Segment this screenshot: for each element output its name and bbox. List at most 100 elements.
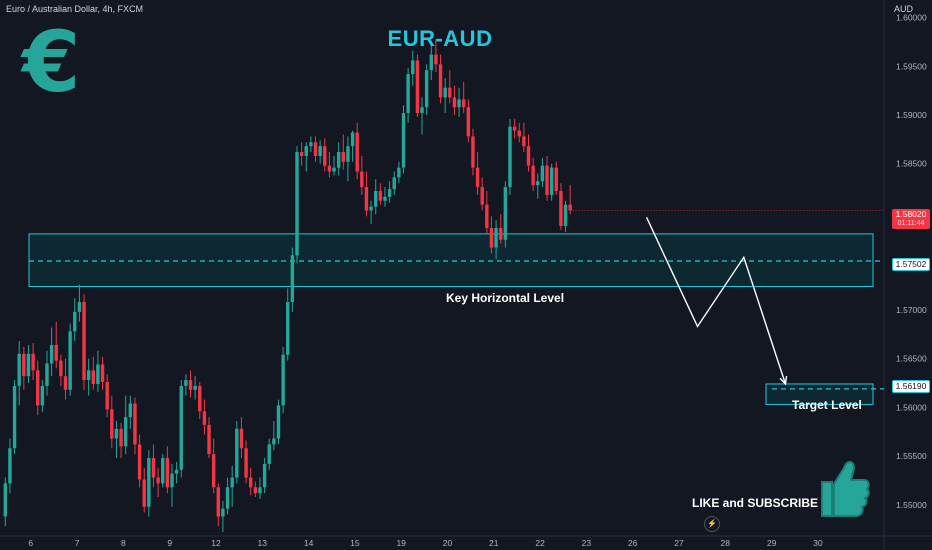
candle-body [128,403,133,418]
candle-body [457,99,461,108]
candle-body [12,385,17,449]
price-tick-label: 1.59000 [896,110,927,120]
candle-body [364,187,369,211]
candle-body [68,331,72,390]
candle-body [392,177,396,190]
candle-body [123,417,128,447]
chart-title: EUR-AUD [387,26,493,51]
candle-body [142,479,146,507]
candle-body [299,152,304,156]
candle-body [225,487,230,509]
candle-body [272,438,276,445]
candle-body [434,54,438,65]
currency-label: AUD [894,4,914,14]
candle-body [508,126,512,188]
candle-body [281,354,285,406]
time-tick-label: 23 [582,538,592,548]
time-tick-label: 22 [535,538,545,548]
candle-body [313,142,318,156]
time-tick-label: 15 [350,538,360,548]
candle-body [165,458,170,488]
candle-body [452,97,457,108]
time-tick-label: 26 [628,538,638,548]
symbol-label[interactable]: Euro / Australian Dollar, 4h, FXCM [6,4,144,14]
candle-body [369,206,373,211]
candle-body [503,187,508,240]
candle-body [49,344,54,364]
candle-body [133,403,137,445]
candle-body [489,228,494,248]
current-price-tag: 1.58020 01:11:44 [892,209,930,229]
candle-body [8,448,12,484]
candle-body [77,302,82,312]
candle-body [461,99,466,108]
candle-body [110,409,114,439]
candle-body [429,54,433,71]
candle-body [475,167,480,188]
candle-body [355,132,359,172]
lightning-icon[interactable]: ⚡ [704,516,720,532]
time-tick-label: 12 [211,538,221,548]
candle-body [54,344,58,361]
candle-body [383,196,387,201]
candle-body [31,353,35,371]
candle-body [346,146,350,162]
candle-body [480,187,484,205]
target-level-price-tag: 1.56190 [892,380,930,393]
candle-body [563,204,568,227]
candle-body [323,146,327,166]
candle-body [494,228,498,248]
candle-body [73,311,77,332]
time-tick-label: 7 [75,538,80,548]
candle-body [512,126,517,131]
candle-body [119,428,123,447]
candle-body [105,382,109,410]
time-tick-label: 20 [443,538,453,548]
candle-body [540,165,545,182]
candle-body [286,302,290,355]
price-tick-label: 1.60000 [896,13,927,23]
candle-body [531,165,535,186]
candle-body [184,380,188,386]
time-tick-label: 19 [396,538,406,548]
candle-body [559,191,563,227]
candle-body [100,364,105,383]
candle-body [424,70,429,108]
candle-body [161,458,165,484]
candle-body [415,60,420,114]
candle-body [327,165,332,172]
candle-body [341,152,346,162]
candle-body [258,487,262,494]
candle-body [221,508,225,517]
candle-body [45,363,49,386]
time-tick-label: 14 [304,538,314,548]
candle-body [188,380,193,390]
candle-body [96,364,100,384]
candle-body [554,167,558,192]
candle-body [378,191,383,201]
candle-body [318,146,322,156]
price-tick-label: 1.56000 [896,402,927,412]
candle-body [336,152,341,168]
candle-body [485,204,489,229]
candle-body [304,146,308,156]
candle-body [387,189,392,197]
candle-body [276,405,281,439]
candle-body [17,353,21,386]
like-subscribe-text: LIKE and SUBSCRIBE [692,496,819,510]
candle-body [235,428,239,478]
candle-body [147,458,151,507]
candle-body [86,370,91,381]
price-tick-label: 1.59500 [896,61,927,71]
time-tick-label: 27 [674,538,684,548]
time-tick-label: 21 [489,538,499,548]
time-tick-label: 30 [813,538,823,548]
bar-countdown: 01:11:44 [897,220,925,227]
candle-body [174,469,179,474]
target-level-label: Target Level [792,398,862,412]
candle-body [193,385,197,390]
candle-body [170,473,174,488]
price-tick-label: 1.56500 [896,354,927,364]
candle-body [26,353,31,377]
